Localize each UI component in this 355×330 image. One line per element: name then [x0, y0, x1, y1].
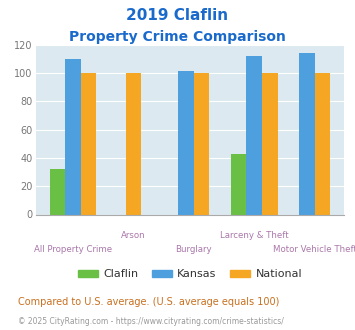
Legend: Claflin, Kansas, National: Claflin, Kansas, National: [73, 265, 307, 284]
Text: 2019 Claflin: 2019 Claflin: [126, 8, 229, 23]
Bar: [126, 73, 141, 215]
Bar: [178, 72, 194, 214]
Bar: [81, 73, 97, 215]
Text: Property Crime Comparison: Property Crime Comparison: [69, 30, 286, 44]
Bar: [262, 73, 278, 215]
Bar: [50, 169, 65, 214]
Text: All Property Crime: All Property Crime: [34, 245, 112, 254]
Bar: [65, 59, 81, 214]
Text: Larceny & Theft: Larceny & Theft: [220, 231, 289, 240]
Text: © 2025 CityRating.com - https://www.cityrating.com/crime-statistics/: © 2025 CityRating.com - https://www.city…: [18, 317, 284, 326]
Text: Compared to U.S. average. (U.S. average equals 100): Compared to U.S. average. (U.S. average …: [18, 297, 279, 307]
Bar: [246, 56, 262, 214]
Bar: [315, 73, 330, 215]
Text: Burglary: Burglary: [175, 245, 212, 254]
Bar: [231, 153, 246, 214]
Text: Arson: Arson: [121, 231, 146, 240]
Bar: [194, 73, 209, 215]
Bar: [299, 53, 315, 214]
Text: Motor Vehicle Theft: Motor Vehicle Theft: [273, 245, 355, 254]
